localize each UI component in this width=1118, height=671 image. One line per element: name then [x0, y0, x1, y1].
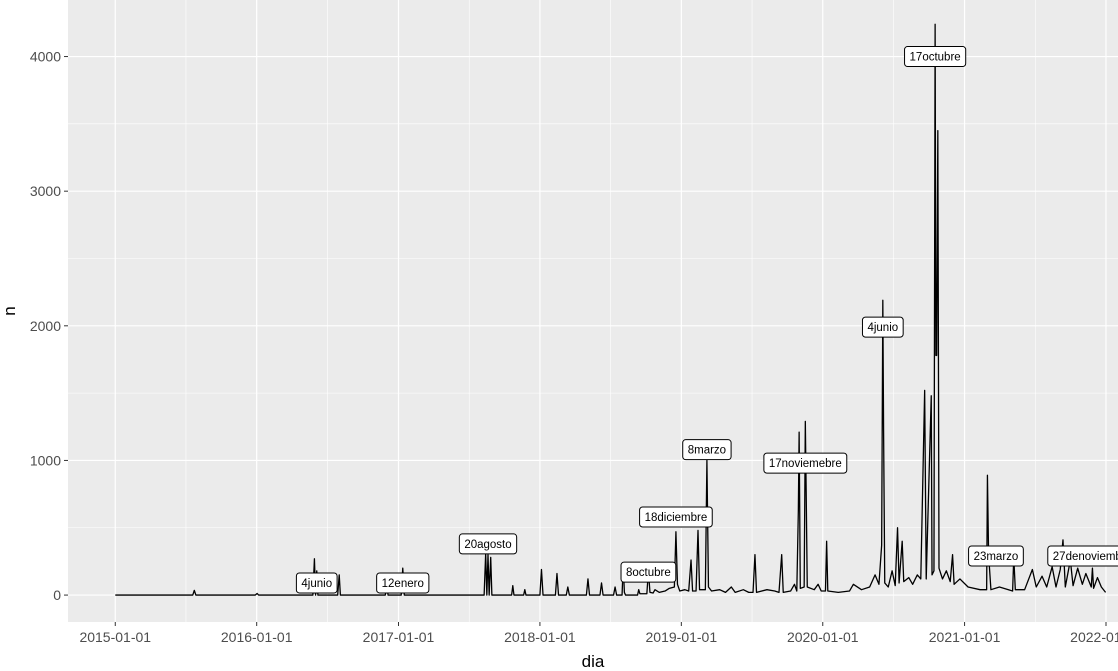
x-tick-label: 2019-01-01 — [646, 629, 718, 645]
x-tick-label: 2016-01-01 — [221, 629, 293, 645]
annotation-text: 23marzo — [974, 551, 1019, 563]
annotation-label: 8marzo — [682, 439, 732, 461]
y-tick-label: 4000 — [30, 49, 61, 65]
annotation-text: 17noviemebre — [769, 458, 842, 470]
annotation-label: 17octubre — [904, 46, 967, 68]
annotation-box — [295, 572, 338, 594]
y-axis: 0 1000 2000 3000 4000 — [30, 49, 68, 603]
x-tick-label: 2015-01-01 — [79, 629, 151, 645]
annotation-label: 18diciembre — [639, 506, 713, 528]
minor-gridlines — [68, 0, 1118, 622]
annotation-box — [763, 452, 848, 474]
annotation-label: 17noviemebre — [763, 452, 848, 474]
annotation-label: 8octubre — [620, 561, 677, 583]
plot-panel — [68, 0, 1118, 622]
annotation-box — [458, 533, 518, 555]
annotation-text: 4junio — [301, 578, 332, 590]
annotation-box — [968, 545, 1024, 567]
annotation-box — [376, 572, 430, 594]
series-line — [115, 23, 1107, 596]
annotation-label: 4junio — [295, 572, 338, 594]
annotation-label: 12enero — [376, 572, 430, 594]
annotation-box — [904, 46, 967, 68]
annotation-text: 20agosto — [464, 539, 511, 551]
x-tick-label: 2021-01-01 — [929, 629, 1001, 645]
y-tick-label: 3000 — [30, 183, 61, 199]
annotation-text: 12enero — [382, 578, 424, 590]
annotation-label: 27denoviembre — [1047, 545, 1118, 567]
y-tick-label: 0 — [53, 587, 61, 603]
x-axis-title: dia — [582, 652, 605, 671]
x-tick-label: 2022-01-01 — [1070, 629, 1118, 645]
annotation-layer: 4junio 12enero 20agosto 8octubre 18diciembre… — [295, 46, 1118, 594]
annotation-label: 4junio — [861, 316, 904, 338]
series-layer — [115, 23, 1107, 596]
annotation-text: 8marzo — [688, 445, 726, 457]
annotation-text: 18diciembre — [645, 512, 708, 524]
annotation-label: 23marzo — [968, 545, 1024, 567]
annotation-text: 27denoviembre — [1053, 551, 1118, 563]
annotation-box — [682, 439, 732, 461]
y-tick-label: 2000 — [30, 318, 61, 334]
annotation-text: 8octubre — [626, 567, 671, 579]
annotation-box — [620, 561, 677, 583]
annotation-text: 17octubre — [910, 52, 961, 64]
annotation-box — [861, 316, 904, 338]
y-tick-label: 1000 — [30, 452, 61, 468]
annotation-box — [639, 506, 713, 528]
x-axis: 2015-01-01 2016-01-01 2017-01-01 2018-01-01… — [79, 622, 1118, 645]
annotation-text: 4junio — [867, 322, 898, 334]
x-tick-label: 2018-01-01 — [504, 629, 576, 645]
annotation-box — [1047, 545, 1118, 567]
y-axis-title: n — [0, 306, 19, 315]
x-tick-label: 2017-01-01 — [363, 629, 435, 645]
x-tick-label: 2020-01-01 — [787, 629, 859, 645]
annotation-label: 20agosto — [458, 533, 518, 555]
